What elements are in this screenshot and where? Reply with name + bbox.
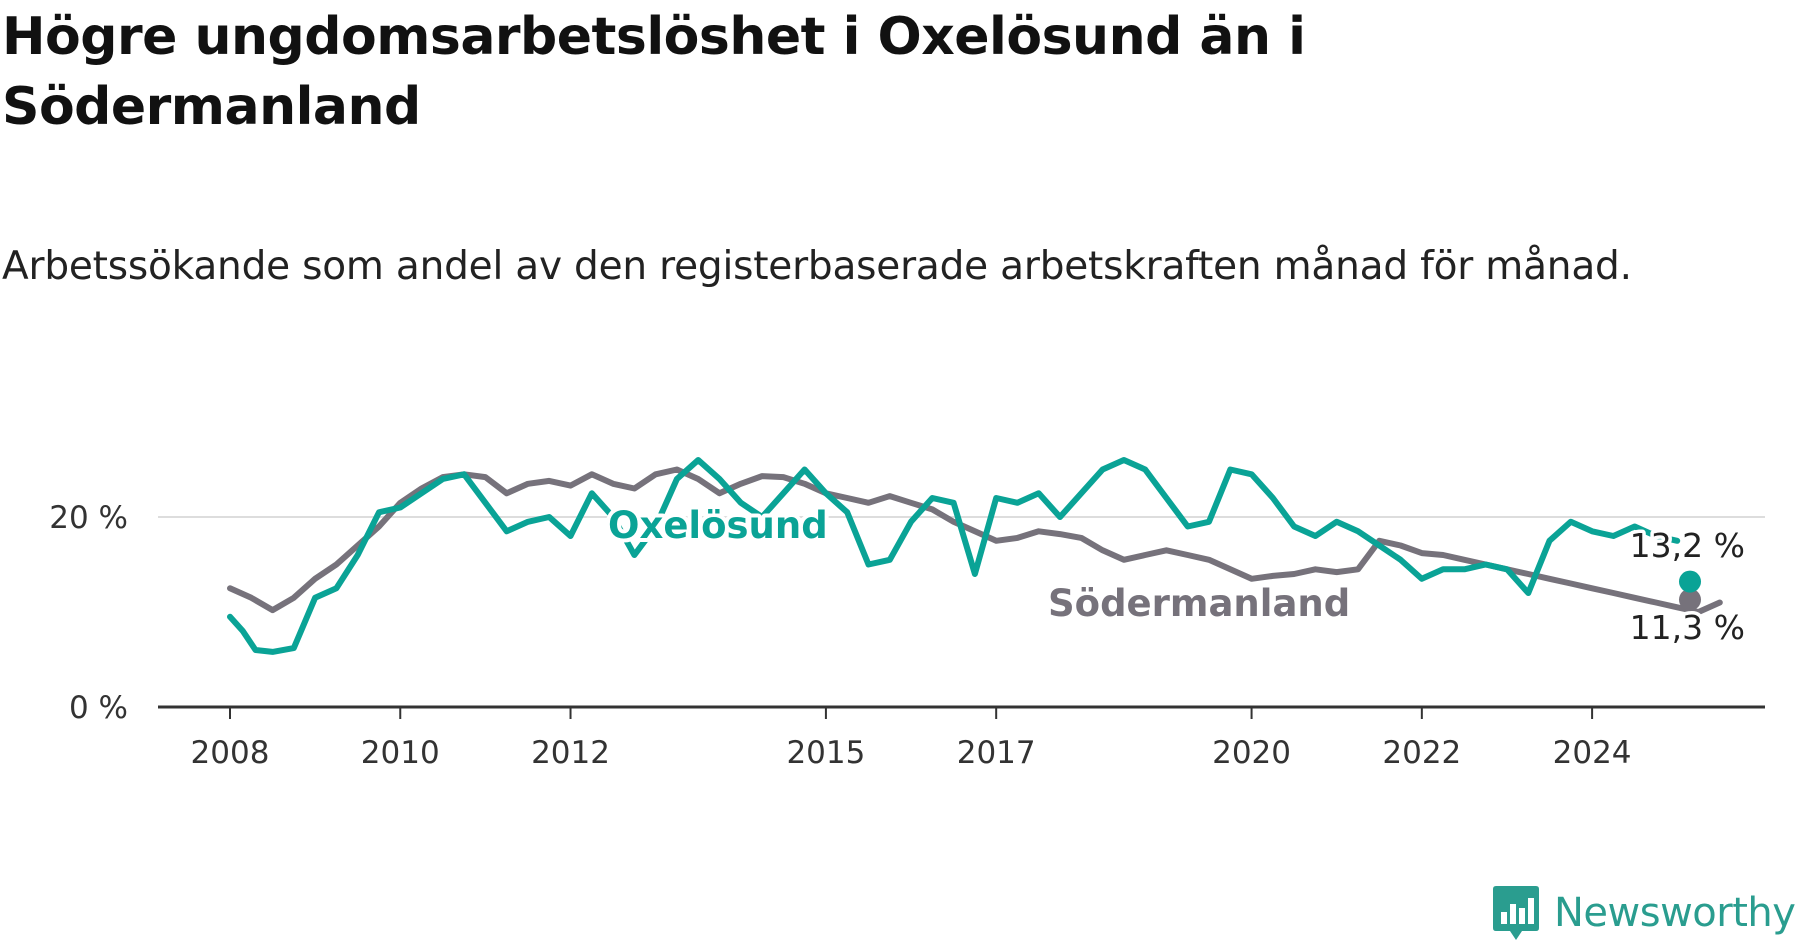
end-label-sodermanland-halo: 11,3 % <box>1630 608 1745 647</box>
series-line-oxelösund <box>227 457 1681 655</box>
x-tick-label: 2020 <box>1212 735 1291 771</box>
x-tick-label: 2017 <box>957 735 1036 771</box>
x-tick-label: 2008 <box>191 735 270 771</box>
series-lines <box>227 457 1723 655</box>
chart-title: Högre ungdomsarbetslöshet i Oxelösund än… <box>2 7 1306 137</box>
series-label-sodermanland: Södermanland <box>1048 582 1350 625</box>
series-labels: OxelösundOxelösundSödermanlandSödermanla… <box>604 500 1749 651</box>
series-label-oxelosund-halo: Oxelösund <box>608 504 828 547</box>
brand-name: Newsworthy <box>1554 890 1796 936</box>
y-tick-label: 0 % <box>69 690 128 726</box>
x-tick-label: 2015 <box>786 735 865 771</box>
x-tick-label: 2012 <box>531 735 610 771</box>
series-label-sodermanland-halo: Södermanland <box>1048 582 1350 625</box>
x-tick-label: 2010 <box>361 735 440 771</box>
end-label-oxelosund: 13,2 % <box>1630 526 1745 565</box>
end-label-sodermanland: 11,3 % <box>1630 608 1745 647</box>
series-label-oxelosund: Oxelösund <box>608 504 828 547</box>
end-label-oxelosund-halo: 13,2 % <box>1630 526 1745 565</box>
x-axis-tick-labels: 2008 2010 2012 2015 2017 2020 2022 2024 <box>191 707 1632 771</box>
series-line-södermanland <box>227 466 1723 615</box>
x-tick-label: 2022 <box>1382 735 1461 771</box>
brand: Newsworthy <box>1492 885 1796 941</box>
end-point-oxelösund <box>1679 570 1701 593</box>
grid-lines <box>158 516 1765 709</box>
chart-subtitle: Arbetssökande som andel av den registerb… <box>2 244 1632 289</box>
end-point-södermanland <box>1679 588 1701 611</box>
y-tick-label: 20 % <box>49 500 128 536</box>
newsworthy-logo-icon <box>1493 886 1539 940</box>
x-tick-label: 2024 <box>1553 735 1632 771</box>
y-axis-tick-labels: 0 % 20 % <box>49 500 128 726</box>
